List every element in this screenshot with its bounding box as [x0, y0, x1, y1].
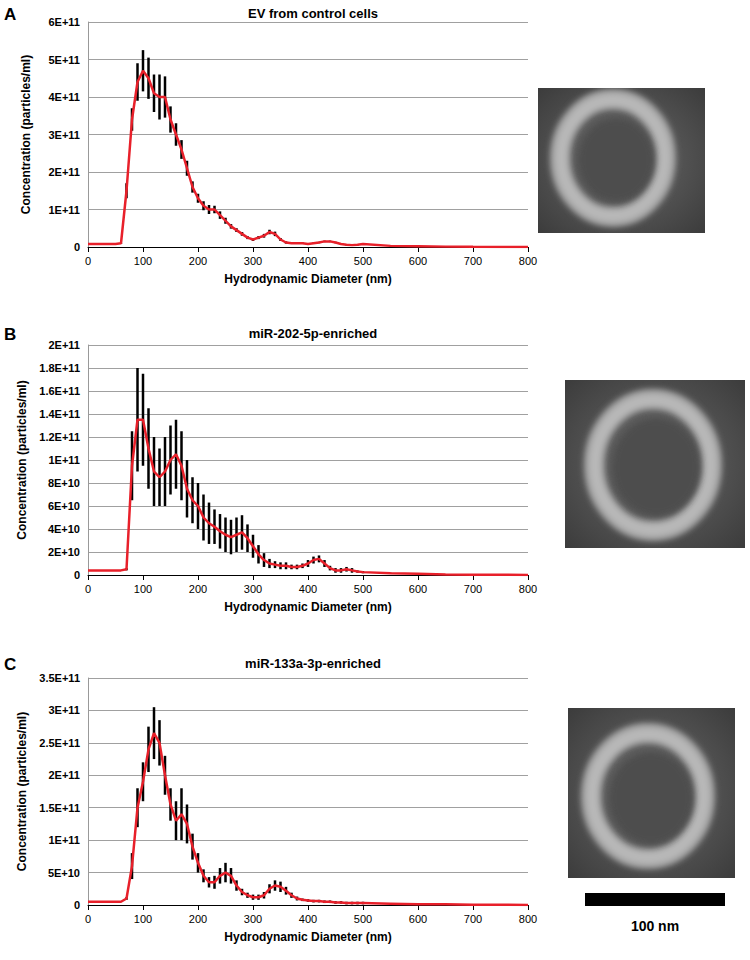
svg-text:400: 400 — [299, 255, 317, 267]
svg-text:4E+11: 4E+11 — [48, 91, 80, 103]
svg-text:4E+10: 4E+10 — [48, 523, 80, 535]
svg-text:1E+11: 1E+11 — [48, 454, 80, 466]
svg-text:100: 100 — [134, 913, 152, 925]
svg-text:1.2E+11: 1.2E+11 — [39, 431, 80, 443]
svg-text:1.5E+11: 1.5E+11 — [39, 802, 80, 814]
svg-text:500: 500 — [354, 255, 372, 267]
svg-text:100: 100 — [134, 255, 152, 267]
svg-text:3E+11: 3E+11 — [48, 704, 80, 716]
svg-text:200: 200 — [189, 255, 207, 267]
svg-text:0: 0 — [74, 569, 80, 581]
svg-text:5E+10: 5E+10 — [48, 867, 80, 879]
svg-text:0: 0 — [85, 583, 91, 595]
svg-text:A: A — [4, 5, 16, 24]
svg-text:8E+10: 8E+10 — [48, 477, 80, 489]
svg-text:Hydrodynamic Diameter (nm): Hydrodynamic Diameter (nm) — [224, 930, 391, 944]
svg-text:700: 700 — [464, 913, 482, 925]
svg-text:500: 500 — [354, 913, 372, 925]
svg-text:Concentration (particles/ml): Concentration (particles/ml) — [15, 712, 29, 871]
svg-text:Hydrodynamic Diameter (nm): Hydrodynamic Diameter (nm) — [224, 600, 391, 614]
svg-text:400: 400 — [299, 583, 317, 595]
svg-text:700: 700 — [464, 583, 482, 595]
svg-text:200: 200 — [189, 913, 207, 925]
svg-text:6E+11: 6E+11 — [48, 16, 80, 28]
svg-text:100: 100 — [134, 583, 152, 595]
svg-text:2.5E+11: 2.5E+11 — [39, 737, 80, 749]
svg-text:2E+11: 2E+11 — [48, 769, 80, 781]
svg-text:0: 0 — [74, 899, 80, 911]
svg-text:Concentration (particles/ml): Concentration (particles/ml) — [19, 55, 33, 214]
svg-text:3E+11: 3E+11 — [48, 129, 80, 141]
svg-text:800: 800 — [519, 255, 537, 267]
svg-text:1.6E+11: 1.6E+11 — [39, 385, 80, 397]
svg-text:0: 0 — [74, 241, 80, 253]
svg-text:2E+11: 2E+11 — [48, 166, 80, 178]
svg-text:300: 300 — [244, 583, 262, 595]
svg-text:Hydrodynamic Diameter (nm): Hydrodynamic Diameter (nm) — [224, 272, 391, 286]
svg-text:600: 600 — [409, 913, 427, 925]
svg-text:B: B — [4, 325, 16, 344]
svg-text:200: 200 — [189, 583, 207, 595]
svg-text:5E+11: 5E+11 — [48, 54, 80, 66]
svg-text:miR-202-5p-enriched: miR-202-5p-enriched — [249, 326, 378, 341]
svg-text:0: 0 — [85, 255, 91, 267]
svg-text:miR-133a-3p-enriched: miR-133a-3p-enriched — [245, 656, 381, 671]
svg-text:0: 0 — [85, 913, 91, 925]
svg-text:3.5E+11: 3.5E+11 — [39, 672, 80, 684]
html-text:100 nm: 100 nm — [630, 918, 680, 934]
svg-text:2E+10: 2E+10 — [48, 546, 80, 558]
svg-text:1E+11: 1E+11 — [48, 834, 80, 846]
svg-text:1E+11: 1E+11 — [48, 204, 80, 216]
svg-text:EV from control cells: EV from control cells — [248, 6, 378, 21]
svg-text:800: 800 — [519, 913, 537, 925]
svg-text:1.4E+11: 1.4E+11 — [39, 408, 80, 420]
svg-text:400: 400 — [299, 913, 317, 925]
svg-text:600: 600 — [409, 255, 427, 267]
svg-text:300: 300 — [244, 255, 262, 267]
svg-text:500: 500 — [354, 583, 372, 595]
svg-text:6E+10: 6E+10 — [48, 500, 80, 512]
svg-text:C: C — [4, 655, 16, 674]
svg-text:Concentration (particles/ml): Concentration (particles/ml) — [15, 380, 29, 539]
svg-text:300: 300 — [244, 913, 262, 925]
svg-text:600: 600 — [409, 583, 427, 595]
svg-text:800: 800 — [519, 583, 537, 595]
svg-text:1.8E+11: 1.8E+11 — [39, 362, 80, 374]
svg-text:700: 700 — [464, 255, 482, 267]
svg-text:2E+11: 2E+11 — [48, 339, 80, 351]
